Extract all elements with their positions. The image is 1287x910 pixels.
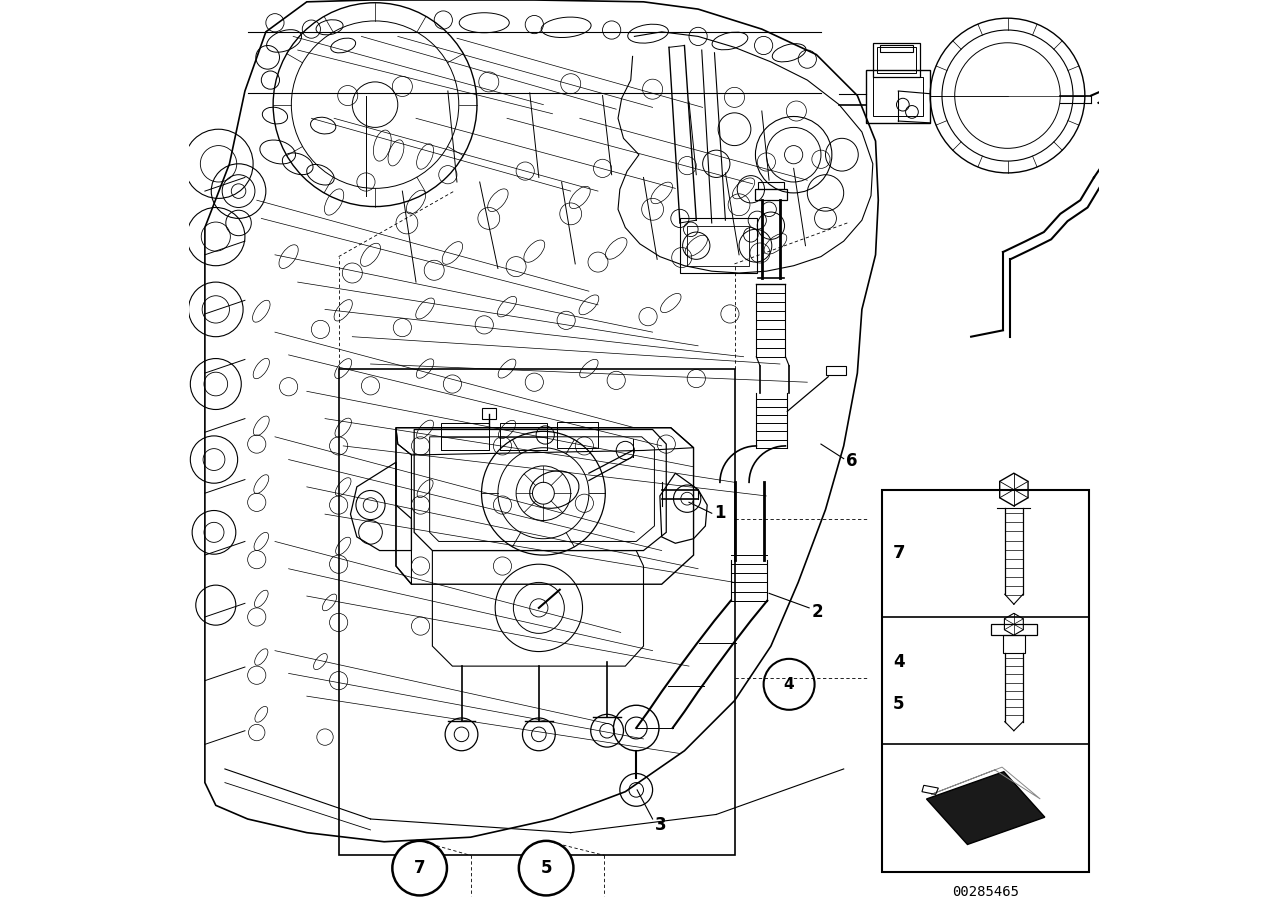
Bar	[758, 182, 784, 189]
Bar	[873, 43, 920, 77]
Bar	[873, 77, 923, 116]
Text: 3: 3	[655, 816, 667, 834]
Bar	[441, 423, 489, 450]
Text: 5: 5	[541, 859, 552, 877]
Text: 5: 5	[893, 694, 905, 713]
Bar	[680, 218, 757, 273]
Circle shape	[519, 841, 574, 895]
Bar	[882, 490, 1089, 872]
Bar	[1003, 635, 1024, 653]
Circle shape	[763, 659, 815, 710]
Text: 7: 7	[414, 859, 426, 877]
Bar	[878, 47, 915, 73]
Bar	[991, 624, 1036, 635]
Bar	[441, 437, 489, 450]
Bar	[499, 437, 547, 450]
Text: 2: 2	[812, 602, 824, 621]
Text: 4: 4	[784, 677, 794, 692]
Bar	[754, 189, 788, 200]
Text: 6: 6	[846, 452, 857, 470]
Bar	[687, 226, 749, 266]
Text: 7: 7	[893, 544, 905, 562]
Polygon shape	[927, 772, 1045, 844]
Bar	[880, 45, 912, 52]
Bar	[338, 369, 735, 855]
Text: 4: 4	[893, 652, 905, 671]
Text: 00285465: 00285465	[952, 885, 1019, 899]
Circle shape	[393, 841, 447, 895]
Bar	[866, 70, 931, 123]
Text: 1: 1	[714, 504, 726, 522]
Bar	[557, 422, 598, 448]
Bar	[499, 423, 547, 450]
Bar	[481, 408, 495, 419]
